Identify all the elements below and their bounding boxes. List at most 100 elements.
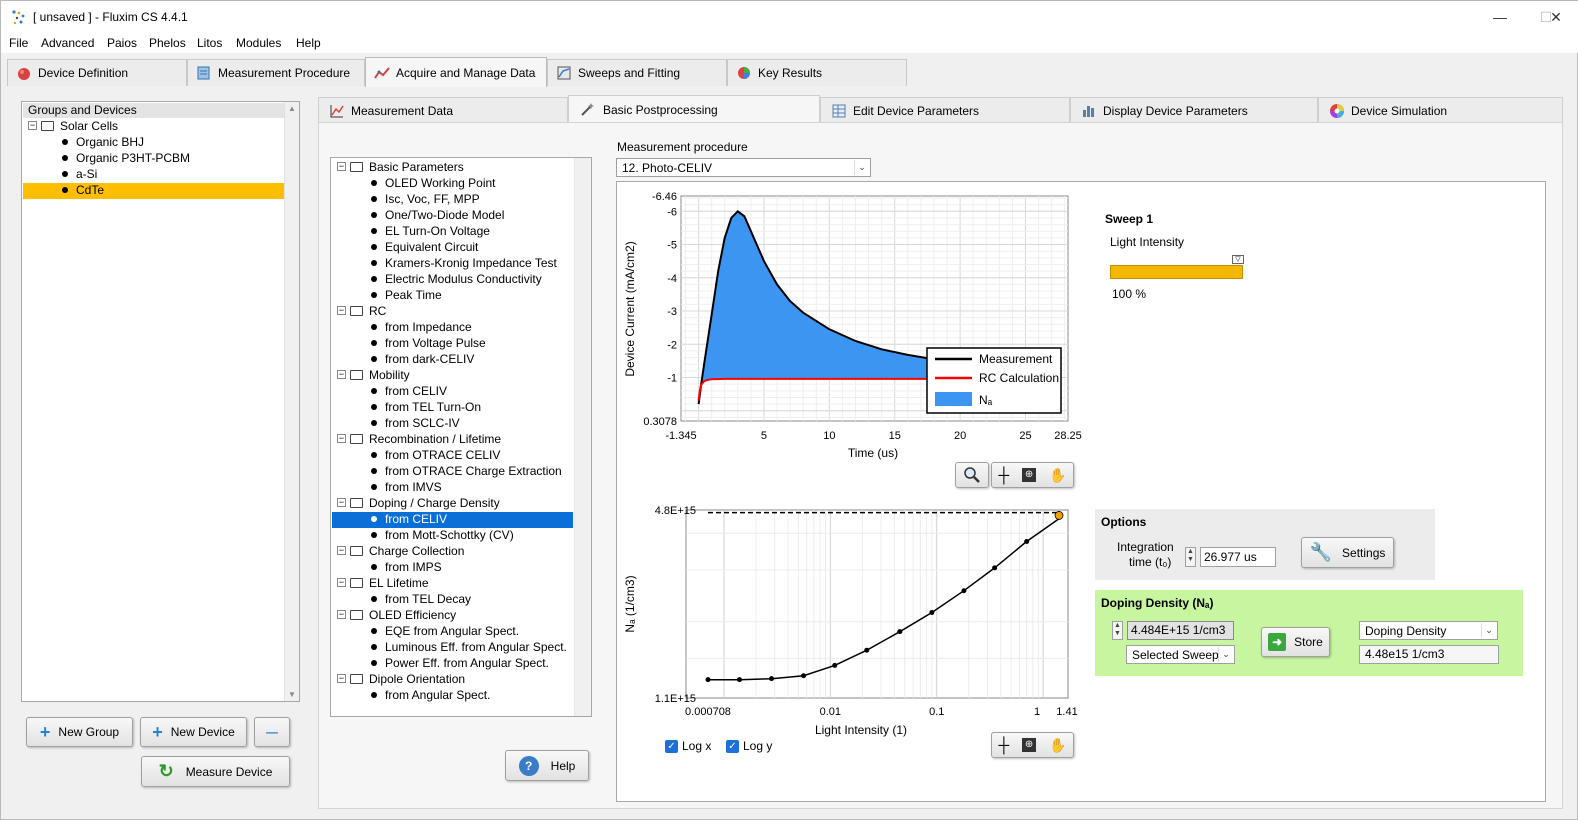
device-current-chart[interactable]: -1.345 5 10 15 20 25 28.25 -6.46 -6 -5 -4 -3 -2 -1 0.… [616,181,1096,461]
collapse-icon[interactable]: − [337,577,346,588]
procedure-item[interactable]: Luminous Eff. from Angular Spect. [371,640,567,656]
zoom-region-icon[interactable]: ⊕ [1022,468,1037,482]
procedure-item[interactable]: from Voltage Pulse [371,336,486,352]
procedure-group[interactable]: − Basic Parameters [337,160,464,176]
procedure-group[interactable]: − OLED Efficiency [337,608,456,624]
procedure-item[interactable]: One/Two-Diode Model [371,208,504,224]
procedure-item[interactable]: from OTRACE Charge Extraction [371,464,562,480]
collapse-icon[interactable]: − [337,609,346,620]
tab-edit-device-parameters[interactable]: Edit Device Parameters [820,97,1070,123]
collapse-icon[interactable]: − [28,120,37,131]
settings-button[interactable]: 🔧 Settings [1301,537,1394,568]
procedure-item[interactable]: OLED Working Point [371,176,496,192]
crosshair-icon[interactable]: ┼ [998,466,1010,484]
vertical-scrollbar[interactable]: ▲ ▼ [284,102,299,701]
plot-tools-palette[interactable]: ┼ ⊕ ✋ [991,462,1074,488]
menu-advanced[interactable]: Advanced [41,36,95,50]
log-x-checkbox[interactable]: ✓ Log x [665,739,711,754]
collapse-icon[interactable]: − [337,433,346,444]
remove-button[interactable]: — [254,717,290,747]
tree-item-device-selected[interactable]: CdTe [23,183,284,199]
procedure-group[interactable]: − Doping / Charge Density [337,496,500,512]
collapse-icon[interactable]: − [337,305,346,316]
new-group-button[interactable]: + New Group [26,717,133,747]
zoom-region-icon[interactable]: ⊕ [1022,738,1037,752]
quantity-select[interactable]: Doping Density ⌄ [1359,621,1498,640]
integration-spinner[interactable]: ▲ ▼ [1185,547,1196,567]
plot-tools-palette-bottom[interactable]: ┼ ⊕ ✋ [991,732,1074,758]
procedure-item[interactable]: from Mott-Schottky (CV) [371,528,514,544]
procedure-group[interactable]: − Recombination / Lifetime [337,432,501,448]
tree-root-solar-cells[interactable]: − Solar Cells [28,119,119,133]
maximize-button[interactable]: ☐ [1539,8,1553,25]
procedure-item[interactable]: from IMVS [371,480,442,496]
procedure-item[interactable]: from SCLC-IV [371,416,460,432]
procedure-item[interactable]: EQE from Angular Spect. [371,624,519,640]
zoom-button[interactable] [955,462,989,488]
procedure-item[interactable]: from Angular Spect. [371,688,490,704]
procedure-item[interactable]: Power Eff. from Angular Spect. [371,656,549,672]
tab-key-results[interactable]: Key Results [727,59,907,86]
procedure-item-selected[interactable]: from CELIV [332,512,573,528]
tree-item-device[interactable]: Organic BHJ [62,135,144,151]
procedure-group[interactable]: − EL Lifetime [337,576,429,592]
collapse-icon[interactable]: − [337,161,346,172]
collapse-icon[interactable]: − [337,545,346,556]
menu-modules[interactable]: Modules [236,36,282,50]
measurement-procedure-select[interactable]: 12. Photo-CELIV ⌄ [616,158,871,177]
procedure-tree[interactable]: − Basic Parameters OLED Working Point Isc, … [330,157,592,717]
procedure-item[interactable]: EL Turn-On Voltage [371,224,490,240]
procedure-group[interactable]: − Dipole Orientation [337,672,465,688]
measure-device-button[interactable]: ↻ Measure Device [141,756,290,787]
procedure-item[interactable]: from CELIV [371,384,447,400]
pan-hand-icon[interactable]: ✋ [1049,466,1067,483]
help-button[interactable]: ? Help [505,750,589,781]
procedure-item[interactable]: Electric Modulus Conductivity [371,272,542,288]
collapse-icon[interactable]: − [337,369,346,380]
doping-density-chart[interactable]: 0.000708 0.01 0.1 1 1.41 4.8E+15 1.1E+15 Ligh… [616,496,1096,746]
doping-spinner[interactable]: ▲ ▼ [1112,621,1123,640]
store-button[interactable]: ➜ Store [1261,627,1330,657]
menu-paios[interactable]: Paios [107,36,138,50]
procedure-item[interactable]: from IMPS [371,560,442,576]
tree-item-device[interactable]: a-Si [62,167,97,183]
tab-device-simulation[interactable]: Device Simulation [1318,97,1563,123]
minimize-button[interactable]: — [1493,9,1507,25]
procedure-item[interactable]: from dark-CELIV [371,352,474,368]
tree-item-device[interactable]: Organic P3HT-PCBM [62,151,190,167]
procedure-item[interactable]: Peak Time [371,288,442,304]
log-y-checkbox[interactable]: ✓ Log y [726,739,772,754]
menu-help[interactable]: Help [296,36,321,50]
collapse-icon[interactable]: − [337,497,346,508]
new-device-button[interactable]: + New Device [140,717,247,747]
sweep-slider[interactable] [1110,265,1243,279]
procedure-item[interactable]: from OTRACE CELIV [371,448,500,464]
groups-and-devices-tree[interactable]: Groups and Devices ▲ ▼ − Solar Cells Orga… [21,101,300,702]
collapse-icon[interactable]: − [337,673,346,684]
procedure-item[interactable]: from TEL Turn-On [371,400,481,416]
pan-hand-icon[interactable]: ✋ [1049,736,1067,753]
sweep-select[interactable]: Selected Sweep ⌄ [1126,645,1235,664]
procedure-group[interactable]: − Charge Collection [337,544,464,560]
procedure-item[interactable]: from TEL Decay [371,592,471,608]
close-button[interactable]: ✕ [1550,8,1562,25]
vertical-scrollbar[interactable] [574,158,591,716]
tab-acquire-and-manage-data[interactable]: Acquire and Manage Data [365,57,547,87]
tab-basic-postprocessing[interactable]: Basic Postprocessing [568,95,820,123]
procedure-group[interactable]: − Mobility [337,368,410,384]
tab-sweeps-and-fitting[interactable]: Sweeps and Fitting [547,59,727,86]
highlighted-data-point[interactable] [1054,511,1064,520]
integration-time-input[interactable]: 26.977 us [1200,547,1276,567]
procedure-item[interactable]: Equivalent Circuit [371,240,478,256]
tab-measurement-procedure[interactable]: Measurement Procedure [187,59,365,86]
menu-file[interactable]: File [9,36,29,50]
tab-measurement-data[interactable]: Measurement Data [318,97,568,123]
crosshair-icon[interactable]: ┼ [998,736,1010,754]
tab-device-definition[interactable]: Device Definition [7,59,187,86]
tab-display-device-parameters[interactable]: Display Device Parameters [1070,97,1318,123]
sweep-slider-thumb[interactable]: ▽ [1232,255,1244,264]
procedure-item[interactable]: Isc, Voc, FF, MPP [371,192,480,208]
procedure-group[interactable]: − RC [337,304,386,320]
procedure-item[interactable]: Kramers-Kronig Impedance Test [371,256,557,272]
menu-litos[interactable]: Litos [197,36,223,50]
